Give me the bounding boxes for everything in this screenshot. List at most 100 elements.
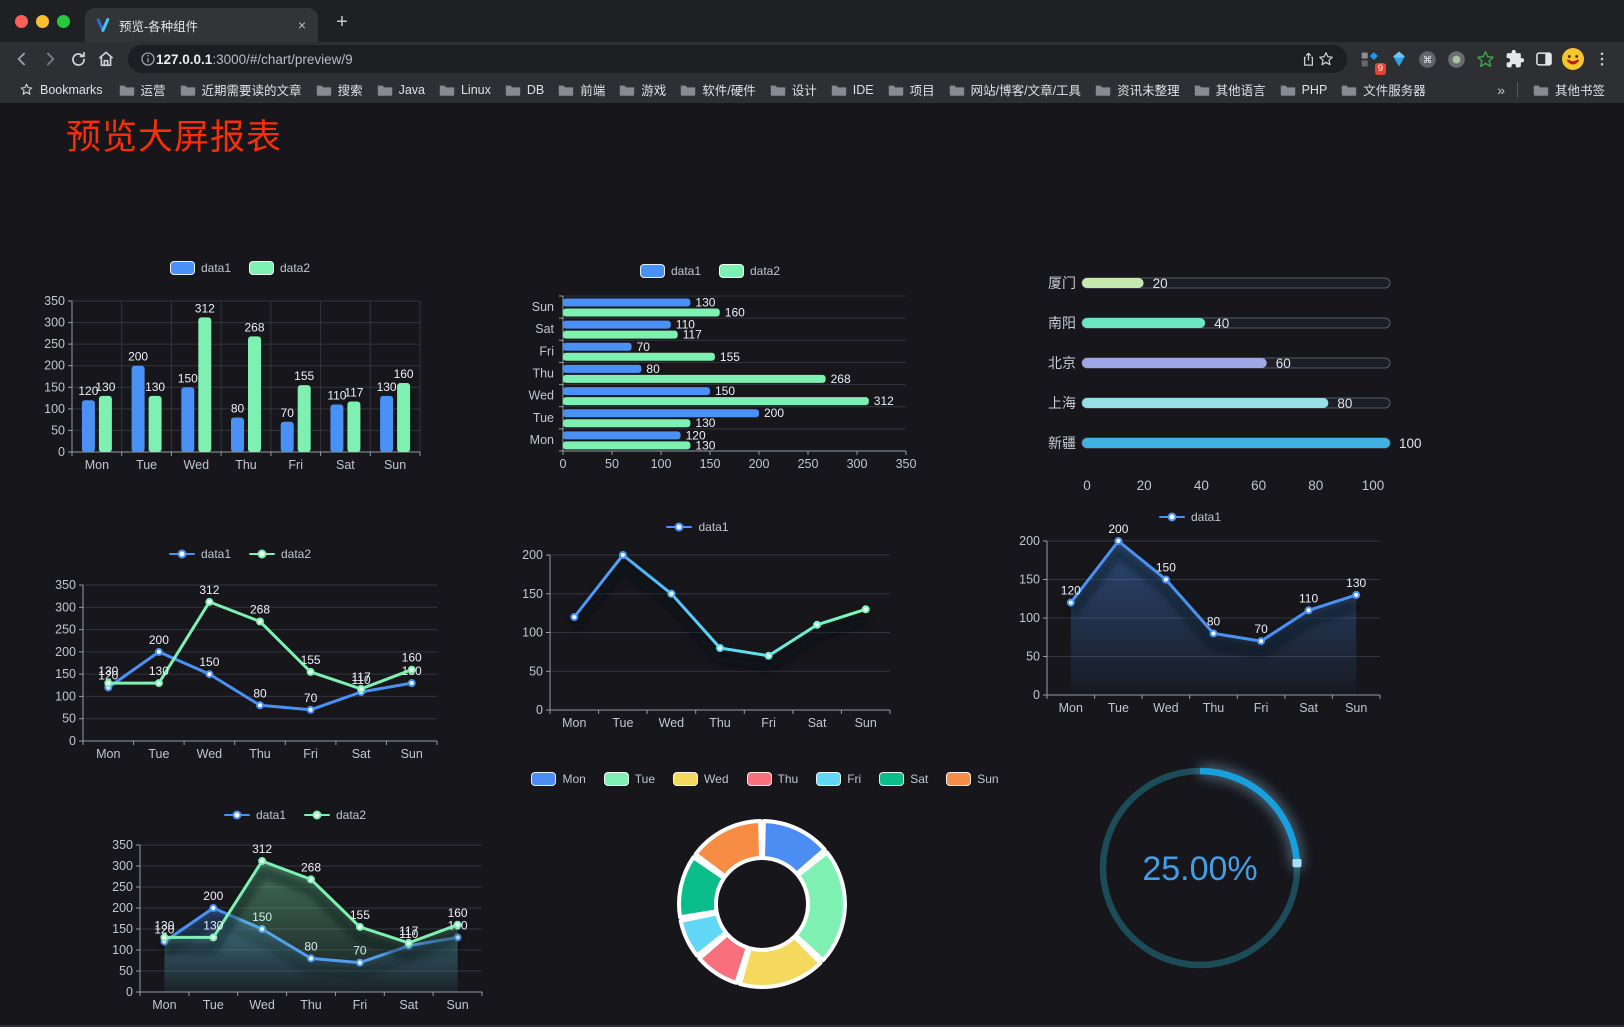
extension-star-icon[interactable] xyxy=(1472,46,1499,73)
legend-item[interactable]: Tue xyxy=(603,772,655,786)
svg-text:130: 130 xyxy=(695,416,715,430)
window-close-button[interactable] xyxy=(15,15,28,28)
legend-item[interactable]: data1 xyxy=(168,547,231,561)
new-tab-button[interactable]: + xyxy=(336,10,348,33)
bookmark-folder[interactable]: 设计 xyxy=(763,77,824,102)
svg-text:200: 200 xyxy=(749,457,770,471)
folder-icon xyxy=(620,85,635,96)
other-bookmarks-folder[interactable]: 其他书签 xyxy=(1526,77,1612,102)
bookmark-folder[interactable]: 近期需要读的文章 xyxy=(173,77,309,102)
svg-text:268: 268 xyxy=(250,603,270,617)
legend-label: data1 xyxy=(200,261,231,275)
window-zoom-button[interactable] xyxy=(57,15,70,28)
extension-grid-icon[interactable]: 9 xyxy=(1356,46,1386,75)
svg-text:Sat: Sat xyxy=(808,716,827,730)
legend-item[interactable]: Fri xyxy=(816,772,861,786)
extension-record-icon[interactable] xyxy=(1443,46,1470,73)
bookmarks-overflow-icon[interactable]: » xyxy=(1497,81,1505,98)
bookmark-folder[interactable]: 文件服务器 xyxy=(1334,77,1433,102)
bookmarks-manager[interactable]: Bookmarks xyxy=(12,79,110,100)
legend-item[interactable]: Sun xyxy=(946,772,999,786)
legend-label: data1 xyxy=(200,547,231,561)
svg-text:200: 200 xyxy=(764,406,784,420)
legend-item[interactable]: data1 xyxy=(169,261,231,275)
svg-text:Tue: Tue xyxy=(203,998,224,1012)
svg-text:80: 80 xyxy=(231,402,245,416)
svg-text:Fri: Fri xyxy=(353,998,368,1012)
back-icon[interactable] xyxy=(8,45,36,73)
legend-label: data1 xyxy=(1190,510,1222,524)
home-icon[interactable] xyxy=(92,45,120,73)
bookmark-folder[interactable]: 其他语言 xyxy=(1187,77,1273,102)
svg-text:312: 312 xyxy=(199,583,219,597)
reload-icon[interactable] xyxy=(64,45,92,73)
legend-item[interactable]: Wed xyxy=(673,772,729,786)
svg-text:Thu: Thu xyxy=(235,458,257,472)
bookmark-label: 软件/硬件 xyxy=(702,84,756,98)
extensions-puzzle-icon[interactable] xyxy=(1501,46,1528,73)
legend-item[interactable]: data1 xyxy=(666,520,729,534)
legend-item[interactable]: Mon xyxy=(531,772,586,786)
bookmark-folder[interactable]: 软件/硬件 xyxy=(673,77,762,102)
tab-close-icon[interactable]: × xyxy=(297,17,306,33)
legend-item[interactable]: Sat xyxy=(879,772,928,786)
svg-text:Mon: Mon xyxy=(530,433,554,447)
browser-menu-icon[interactable] xyxy=(1588,46,1615,73)
folder-icon xyxy=(1342,85,1357,96)
bookmark-folder[interactable]: IDE xyxy=(824,80,881,100)
bookmarks-bar: Bookmarks 运营 近期需要读的文章 搜索 Java Linux DB 前端 游戏 软件/… xyxy=(0,76,1624,103)
legend-item[interactable]: data1 xyxy=(1158,510,1222,524)
bookmark-folder[interactable]: 前端 xyxy=(551,77,612,102)
svg-text:150: 150 xyxy=(55,667,76,681)
svg-text:312: 312 xyxy=(252,842,272,856)
svg-text:新疆: 新疆 xyxy=(1048,435,1076,451)
svg-text:Sat: Sat xyxy=(399,998,418,1012)
share-icon[interactable] xyxy=(1300,51,1317,68)
legend-line-marker xyxy=(1158,512,1185,522)
legend-item[interactable]: data2 xyxy=(719,264,780,278)
legend-item[interactable]: data1 xyxy=(223,808,286,822)
bookmark-folder[interactable]: 运营 xyxy=(112,77,173,102)
bookmark-folder[interactable]: 资讯未整理 xyxy=(1088,77,1187,102)
svg-text:150: 150 xyxy=(112,922,133,936)
svg-text:150: 150 xyxy=(178,371,198,385)
legend-item[interactable]: data2 xyxy=(304,808,366,822)
bookmark-folder[interactable]: PHP xyxy=(1273,80,1335,100)
url-path: :3000/#/chart/preview/9 xyxy=(212,51,353,67)
bookmark-folder[interactable]: DB xyxy=(498,80,551,100)
legend-item[interactable]: Thu xyxy=(746,772,799,786)
progress-gauge-canvas: 25.00% xyxy=(1099,767,1302,969)
legend-item[interactable]: data2 xyxy=(249,547,311,561)
extension-gem-icon[interactable] xyxy=(1385,46,1412,73)
bookmark-folder[interactable]: Java xyxy=(370,80,432,100)
bookmark-folder[interactable]: 搜索 xyxy=(309,77,370,102)
svg-text:350: 350 xyxy=(112,838,133,852)
capsule-bar-chart-canvas: 厦门 20 南阳 40 北京 60 上海 80 新疆 100 0 20 40 60 80 100 xyxy=(1048,275,1422,493)
sidebar-icon[interactable] xyxy=(1530,46,1557,73)
bookmark-folder[interactable]: 项目 xyxy=(881,77,942,102)
legend-item[interactable]: data1 xyxy=(639,264,701,278)
browser-tab[interactable]: 预览-各种组件 × xyxy=(85,8,318,42)
legend-label: Thu xyxy=(777,772,799,786)
extension-command-icon[interactable]: ⌘ xyxy=(1414,46,1441,73)
svg-text:110: 110 xyxy=(352,673,371,687)
traffic-lights xyxy=(15,15,70,28)
folder-icon xyxy=(949,85,964,96)
bookmark-folder[interactable]: 游戏 xyxy=(612,77,673,102)
legend-item[interactable]: data2 xyxy=(249,261,310,275)
profile-avatar[interactable] xyxy=(1559,46,1586,73)
svg-text:Mon: Mon xyxy=(562,716,586,730)
window-minimize-button[interactable] xyxy=(36,15,49,28)
bookmark-folder[interactable]: 网站/博客/文章/工具 xyxy=(942,77,1088,102)
svg-text:Wed: Wed xyxy=(197,747,223,761)
bookmark-folder[interactable]: Linux xyxy=(432,80,498,100)
bookmark-label: 游戏 xyxy=(641,84,667,98)
svg-text:130: 130 xyxy=(695,296,715,310)
svg-text:130: 130 xyxy=(149,664,169,678)
site-info-icon[interactable] xyxy=(140,51,156,67)
bookmark-star-icon[interactable] xyxy=(1317,50,1335,68)
svg-text:70: 70 xyxy=(281,406,295,420)
url-bar[interactable]: 127.0.0.1:3000/#/chart/preview/9 xyxy=(128,45,1347,73)
forward-icon[interactable] xyxy=(36,45,64,73)
svg-text:20: 20 xyxy=(1137,478,1152,493)
